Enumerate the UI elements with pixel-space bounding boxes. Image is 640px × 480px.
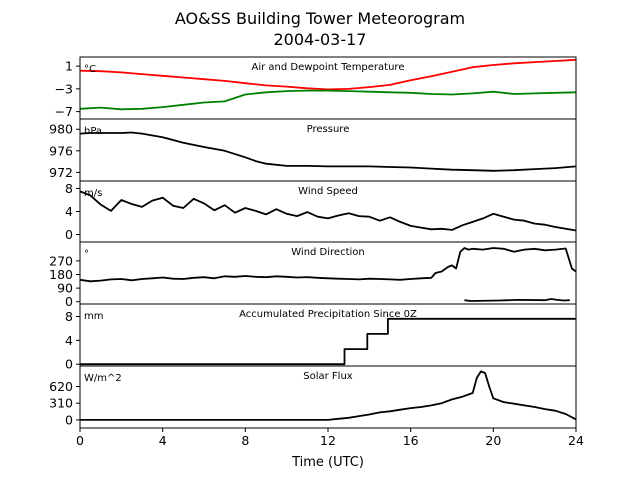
panel-5-unit: mm — [84, 311, 103, 322]
panel-6-title: Solar Flux — [303, 371, 353, 382]
panel-2-title: Pressure — [307, 124, 350, 135]
panel-5-ytick-label-3: 0 — [65, 357, 73, 372]
panel-2-unit: hPa — [84, 126, 102, 137]
panel-5-series-1-line — [80, 317, 576, 366]
panel-2-ytick-label-1: 980 — [49, 122, 73, 137]
panel-6-unit: W/m^2 — [84, 373, 122, 384]
xtick-label-6: 20 — [485, 433, 501, 448]
panel-6-ytick-label-1: 620 — [49, 379, 73, 394]
panel-1-ytick-label-2: −3 — [55, 81, 73, 96]
panel-4-title: Wind Direction — [291, 247, 365, 258]
panel-3-title: Wind Speed — [298, 186, 358, 197]
panel-6-ytick-label-2: 310 — [49, 396, 73, 411]
panel-3-ytick-label-1: 8 — [65, 181, 73, 196]
panel-3-ytick-label-2: 4 — [65, 204, 73, 219]
panel-5-ytick-label-1: 8 — [65, 309, 73, 324]
panel-3-ytick-label-3: 0 — [65, 227, 73, 242]
panel-1-ytick-label-1: 1 — [65, 59, 73, 74]
xtick-label-2: 4 — [159, 433, 167, 448]
x-axis: 0 4 8 12 16 20 24 — [76, 428, 584, 448]
panel-2-series-1-line — [80, 131, 576, 172]
panel-2: 980 976 972 hPa Pressure — [49, 118, 577, 182]
panel-3-series-1-line — [80, 190, 576, 232]
x-axis-label: Time (UTC) — [291, 455, 364, 470]
panel-5-ytick-label-2: 4 — [65, 333, 73, 348]
xtick-label-1: 0 — [76, 433, 84, 448]
chart-title: AO&SS Building Tower Meteorogram — [175, 9, 465, 28]
panel-1: 1 −3 −7 °C Air and Dewpoint Temperature — [55, 56, 577, 120]
panel-4-ytick-label-2: 180 — [49, 267, 73, 282]
panels-group: 1 −3 −7 °C Air and Dewpoint Temperature 980 97… — [49, 56, 577, 429]
xtick-label-5: 16 — [403, 433, 419, 448]
panel-1-ytick-label-3: −7 — [55, 104, 73, 119]
xtick-label-4: 12 — [320, 433, 336, 448]
panel-6-ytick-label-3: 0 — [65, 412, 73, 427]
panel-5-title: Accumulated Precipitation Since 0Z — [239, 309, 417, 320]
panel-2-ytick-label-3: 972 — [49, 165, 73, 180]
panel-1-series-2-line — [80, 89, 576, 111]
panel-4-ytick-label-1: 270 — [49, 253, 73, 268]
panel-2-ytick-label-2: 976 — [49, 143, 73, 158]
panel-4-series-2-line — [464, 298, 570, 302]
panel-5: 8 4 0 mm Accumulated Precipitation Since 0Z — [65, 303, 577, 372]
panel-6-series-1-line — [80, 370, 576, 421]
panel-4-unit: ° — [84, 249, 89, 260]
panel-4-series-1-line — [80, 247, 576, 283]
xtick-label-7: 24 — [568, 433, 584, 448]
panel-1-unit: °C — [84, 64, 96, 75]
panel-1-series-1-line — [80, 58, 576, 91]
panel-3: 8 4 0 m/s Wind Speed — [65, 180, 577, 243]
panel-4-ytick-label-3: 90 — [57, 281, 73, 296]
panel-4-ytick-label-4: 0 — [65, 294, 73, 309]
xtick-label-3: 8 — [241, 433, 249, 448]
panel-3-unit: m/s — [84, 188, 102, 199]
chart-subtitle: 2004-03-17 — [274, 30, 367, 49]
panel-1-title: Air and Dewpoint Temperature — [252, 62, 405, 73]
